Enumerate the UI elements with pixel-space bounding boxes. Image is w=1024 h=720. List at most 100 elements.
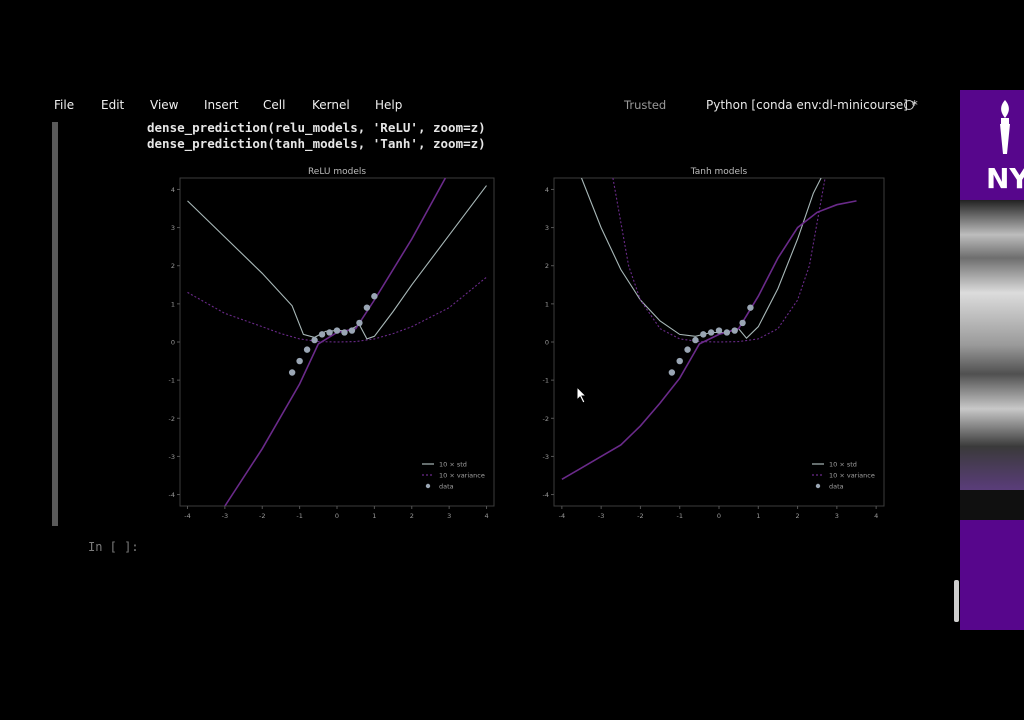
legend-entry: 10 × variance <box>829 471 875 479</box>
y-tick-label: 0 <box>171 339 175 347</box>
data-point <box>348 327 356 334</box>
legend-swatch <box>425 483 431 489</box>
data-point <box>326 329 333 336</box>
menu-insert[interactable]: Insert <box>204 98 239 112</box>
data-point <box>707 329 715 336</box>
kernel-name[interactable]: Python [conda env:dl-minicourse] * <box>706 98 918 112</box>
y-tick-label: 4 <box>545 186 549 194</box>
x-tick-label: 0 <box>717 512 721 520</box>
x-tick-label: -4 <box>184 512 190 520</box>
legend-entry: data <box>439 482 454 490</box>
series-line-mean <box>561 200 857 480</box>
x-tick-label: -4 <box>559 512 565 520</box>
data-point <box>333 327 341 334</box>
x-tick-label: 2 <box>410 512 414 520</box>
data-point <box>684 346 691 353</box>
data-point <box>700 331 707 338</box>
menu-help[interactable]: Help <box>375 98 403 112</box>
x-tick-label: -1 <box>296 512 302 520</box>
chart-title: Tanh models <box>690 167 748 177</box>
x-tick-label: -2 <box>637 512 643 520</box>
menu-bar: File Edit View Insert Cell Kernel Help <box>0 92 960 118</box>
x-tick-label: -3 <box>222 512 228 520</box>
menu-kernel[interactable]: Kernel <box>312 98 350 112</box>
y-tick-label: -3 <box>543 453 549 461</box>
data-point <box>371 293 378 300</box>
y-tick-label: 4 <box>171 186 175 194</box>
relu-models-plot: ReLU models -4 -3 -2 -1 0 1 2 3 4 4 3 2 1 0 -1 -2 -3 -4 10 … <box>169 167 495 520</box>
x-tick-label: 4 <box>484 512 488 520</box>
cell-selection-bar[interactable] <box>52 122 58 526</box>
menu-file[interactable]: File <box>54 98 75 112</box>
data-point <box>318 331 326 338</box>
data-point <box>303 346 311 353</box>
nyu-logo-panel: NY <box>960 90 1024 200</box>
y-tick-label: 0 <box>545 339 549 347</box>
x-tick-label: 3 <box>447 512 451 520</box>
y-tick-label: -2 <box>169 415 175 423</box>
data-point <box>311 336 318 344</box>
legend-entry: 10 × std <box>829 460 857 468</box>
plot-area <box>561 178 857 480</box>
x-tick-label: 4 <box>874 512 878 520</box>
y-tick-label: 2 <box>545 262 549 270</box>
plot-area <box>187 178 487 506</box>
speaker-photo <box>960 200 1024 490</box>
data-point <box>363 304 371 311</box>
scrollbar-thumb[interactable] <box>954 580 959 622</box>
x-tick-label: -1 <box>676 512 682 520</box>
data-point <box>288 369 296 376</box>
data-point <box>356 319 363 327</box>
chart-title: ReLU models <box>308 167 366 177</box>
trusted-indicator[interactable]: Trusted <box>624 98 667 112</box>
data-point <box>731 327 738 334</box>
y-tick-label: 3 <box>171 224 175 232</box>
data-point <box>747 304 754 311</box>
y-tick-label: -4 <box>543 491 549 499</box>
axes-frame <box>179 177 495 507</box>
x-tick-label: -2 <box>259 512 265 520</box>
y-tick-label: -1 <box>543 377 549 385</box>
y-tick-label: -4 <box>169 491 175 499</box>
side-panel: NY <box>960 90 1024 630</box>
x-tick-label: -3 <box>598 512 604 520</box>
y-tick-label: -2 <box>543 415 549 423</box>
series-line-variance <box>612 178 826 343</box>
legend-entry: 10 × std <box>439 460 467 468</box>
data-point <box>668 369 676 376</box>
nyu-color-block <box>960 520 1024 630</box>
data-point <box>739 319 746 327</box>
code-line-2[interactable]: dense_prediction(tanh_models, 'Tanh', zo… <box>147 136 486 151</box>
x-tick-label: 0 <box>335 512 339 520</box>
menu-view[interactable]: View <box>150 98 179 112</box>
nyu-logo-text: NY <box>986 162 1024 195</box>
y-tick-label: 1 <box>545 300 549 308</box>
empty-cell-prompt[interactable]: In [ ]: <box>88 540 139 554</box>
y-tick-label: 1 <box>171 300 175 308</box>
y-tick-label: 3 <box>545 224 549 232</box>
y-tick-label: -3 <box>169 453 175 461</box>
legend-entry: data <box>829 482 844 490</box>
mouse-cursor-icon <box>576 386 588 404</box>
code-line-1[interactable]: dense_prediction(relu_models, 'ReLU', zo… <box>147 120 486 135</box>
menu-edit[interactable]: Edit <box>101 98 125 112</box>
x-tick-label: 2 <box>796 512 800 520</box>
y-tick-label: 2 <box>171 262 175 270</box>
series-line-variance <box>187 276 487 343</box>
tanh-models-plot: Tanh models -4 -3 -2 -1 0 1 2 3 4 4 3 2 1 0 -1 -2 -3 -4 10 … <box>543 167 885 520</box>
data-point <box>715 327 723 334</box>
data-point <box>692 336 699 344</box>
data-point <box>723 329 731 336</box>
y-tick-label: -1 <box>169 377 175 385</box>
menu-cell[interactable]: Cell <box>263 98 286 112</box>
data-point <box>676 357 683 365</box>
data-point <box>296 357 303 365</box>
kernel-status-icon <box>904 100 914 110</box>
x-tick-label: 1 <box>756 512 760 520</box>
x-tick-label: 3 <box>835 512 839 520</box>
legend-swatch <box>815 483 821 489</box>
legend-entry: 10 × variance <box>439 471 485 479</box>
data-point <box>341 329 348 336</box>
series-line-std <box>187 185 487 340</box>
x-tick-label: 1 <box>372 512 376 520</box>
